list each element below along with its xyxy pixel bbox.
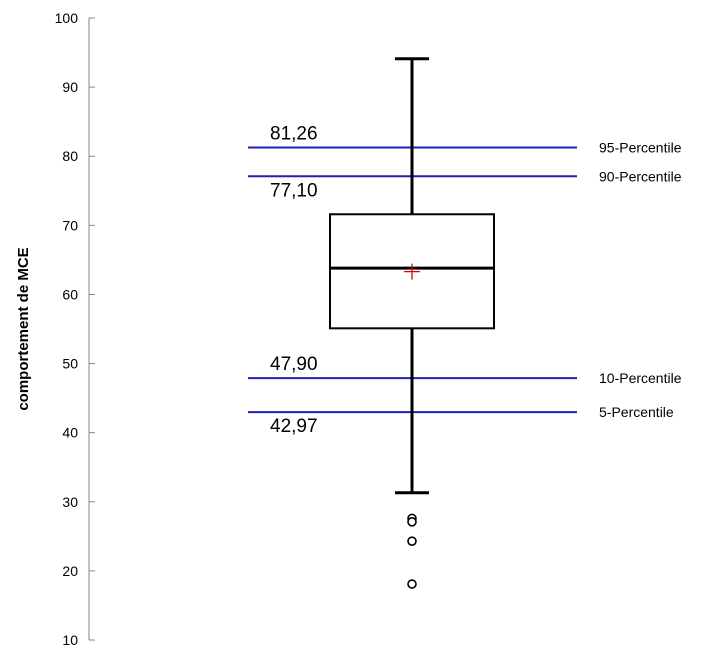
percentile-label: 10-Percentile	[599, 370, 682, 386]
interquartile-box	[329, 213, 495, 330]
percentile-value: 42,97	[270, 416, 318, 437]
percentile-lines: 95-Percentile 81,26 90-Percentile 77,10 10-P…	[248, 124, 682, 437]
y-tick-label: 40	[62, 425, 78, 441]
y-tick-label: 100	[55, 10, 79, 26]
outlier-point	[407, 517, 417, 527]
percentile-value: 77,10	[270, 180, 318, 201]
outlier-point	[407, 579, 417, 589]
y-axis-label: comportement de MCE	[15, 247, 32, 410]
percentile-value: 81,26	[270, 124, 318, 145]
outlier-point	[407, 536, 417, 546]
percentile-label: 90-Percentile	[599, 168, 682, 184]
percentile-label: 5-Percentile	[599, 404, 674, 420]
mean-marker	[404, 263, 420, 280]
y-tick-label: 60	[62, 286, 78, 302]
box-and-whiskers	[329, 57, 495, 495]
y-tick-label: 10	[62, 632, 78, 648]
y-tick-label: 20	[62, 563, 78, 579]
y-tick-label: 30	[62, 494, 78, 510]
y-tick-label: 80	[62, 148, 78, 164]
y-tick-label: 70	[62, 217, 78, 233]
y-tick-label: 50	[62, 356, 78, 372]
y-tick-label: 90	[62, 79, 78, 95]
y-ticks: 10 20 30 40 50 60 70 80 90 100	[55, 10, 95, 648]
percentile-value: 47,90	[270, 354, 318, 375]
percentile-label: 95-Percentile	[599, 140, 682, 156]
outliers	[407, 513, 417, 589]
